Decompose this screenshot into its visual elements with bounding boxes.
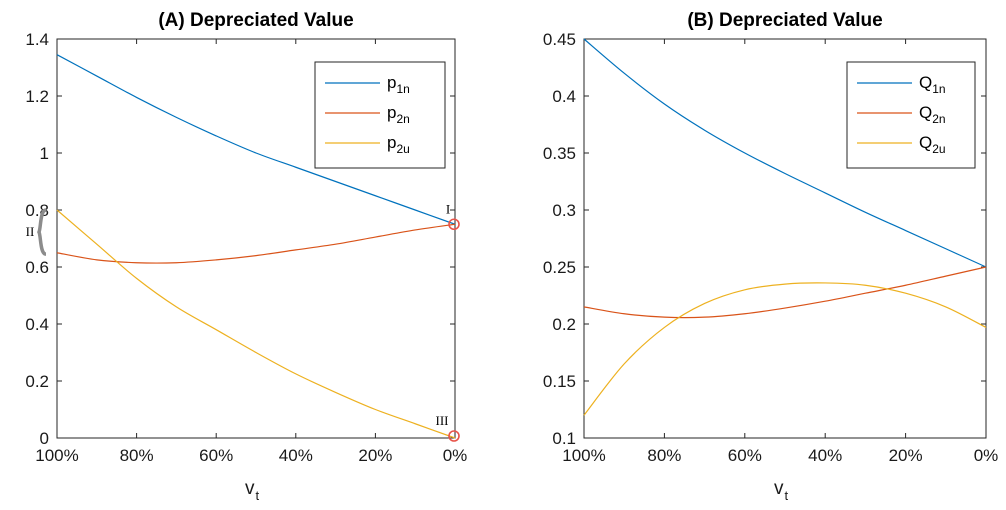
y-tick-label: 0.4 <box>552 87 576 106</box>
x-tick-label: 40% <box>279 446 313 465</box>
x-tick-label: 100% <box>35 446 78 465</box>
legend-entry-sub: 2u <box>932 142 945 156</box>
marker-circle-i <box>448 218 460 231</box>
annotation-iii: III <box>436 413 449 428</box>
plot-area <box>56 38 456 439</box>
y-tick-label: 0.6 <box>25 258 49 277</box>
y-tick-label: 0 <box>40 429 49 448</box>
x-tick-label: 100% <box>562 446 605 465</box>
x-tick-label: 20% <box>889 446 923 465</box>
legend-entry-sub: 2u <box>396 142 409 156</box>
brace-ii <box>37 208 47 256</box>
y-tick-label: 0.4 <box>25 315 49 334</box>
chart-title: (B) Depreciated Value <box>687 10 882 31</box>
y-tick-label: 0.35 <box>543 144 576 163</box>
series-line-q-2u <box>583 282 987 416</box>
legend-entry-sub: 1n <box>396 82 409 96</box>
x-axis-label-sub: t <box>255 488 259 503</box>
y-tick-label: 1.2 <box>25 87 49 106</box>
x-axis-label: vt <box>774 478 789 503</box>
x-tick-label: 0% <box>443 446 468 465</box>
x-tick-label: 80% <box>647 446 681 465</box>
series-line-p-2n <box>56 223 456 264</box>
series-line-q-1n <box>583 38 987 268</box>
legend-entry-sub: 2n <box>396 112 409 126</box>
chart-panel-a: (A) Depreciated Value00.20.40.60.811.21.… <box>25 10 467 503</box>
x-tick-label: 20% <box>358 446 392 465</box>
x-tick-label: 80% <box>120 446 154 465</box>
y-tick-label: 0.2 <box>25 372 49 391</box>
legend-box <box>846 61 976 169</box>
y-tick-label: 0.45 <box>543 30 576 49</box>
series-line-q-2n <box>583 266 987 319</box>
y-tick-label: 0.2 <box>552 315 576 334</box>
chart-title: (A) Depreciated Value <box>158 10 353 31</box>
marker-circle-iii <box>448 430 460 442</box>
y-tick-label: 0.3 <box>552 201 576 220</box>
x-tick-label: 60% <box>199 446 233 465</box>
legend-entry-sub: 1n <box>932 82 945 96</box>
y-tick-label: 1.4 <box>25 30 49 49</box>
x-tick-label: 0% <box>974 446 999 465</box>
x-axis-label-sub: t <box>784 488 788 503</box>
y-tick-label: 0.15 <box>543 372 576 391</box>
legend-entry-sub: 2n <box>932 112 945 126</box>
x-tick-label: 40% <box>808 446 842 465</box>
x-tick-label: 60% <box>728 446 762 465</box>
y-tick-label: 1 <box>40 144 49 163</box>
series-line-p-1n <box>56 54 456 225</box>
plot-area <box>583 38 987 439</box>
legend-box <box>314 61 446 169</box>
chart-panel-b: (B) Depreciated Value 0.1 0.15 0.2 0.25 0.3 0.… <box>543 10 998 503</box>
series-line-p-2u <box>56 209 456 439</box>
x-axis-label: vt <box>245 478 260 503</box>
y-tick-label: 0.1 <box>552 429 576 448</box>
annotation-i: I <box>446 201 450 216</box>
y-tick-label: 0.25 <box>543 258 576 277</box>
annotation-ii: II <box>26 224 35 239</box>
